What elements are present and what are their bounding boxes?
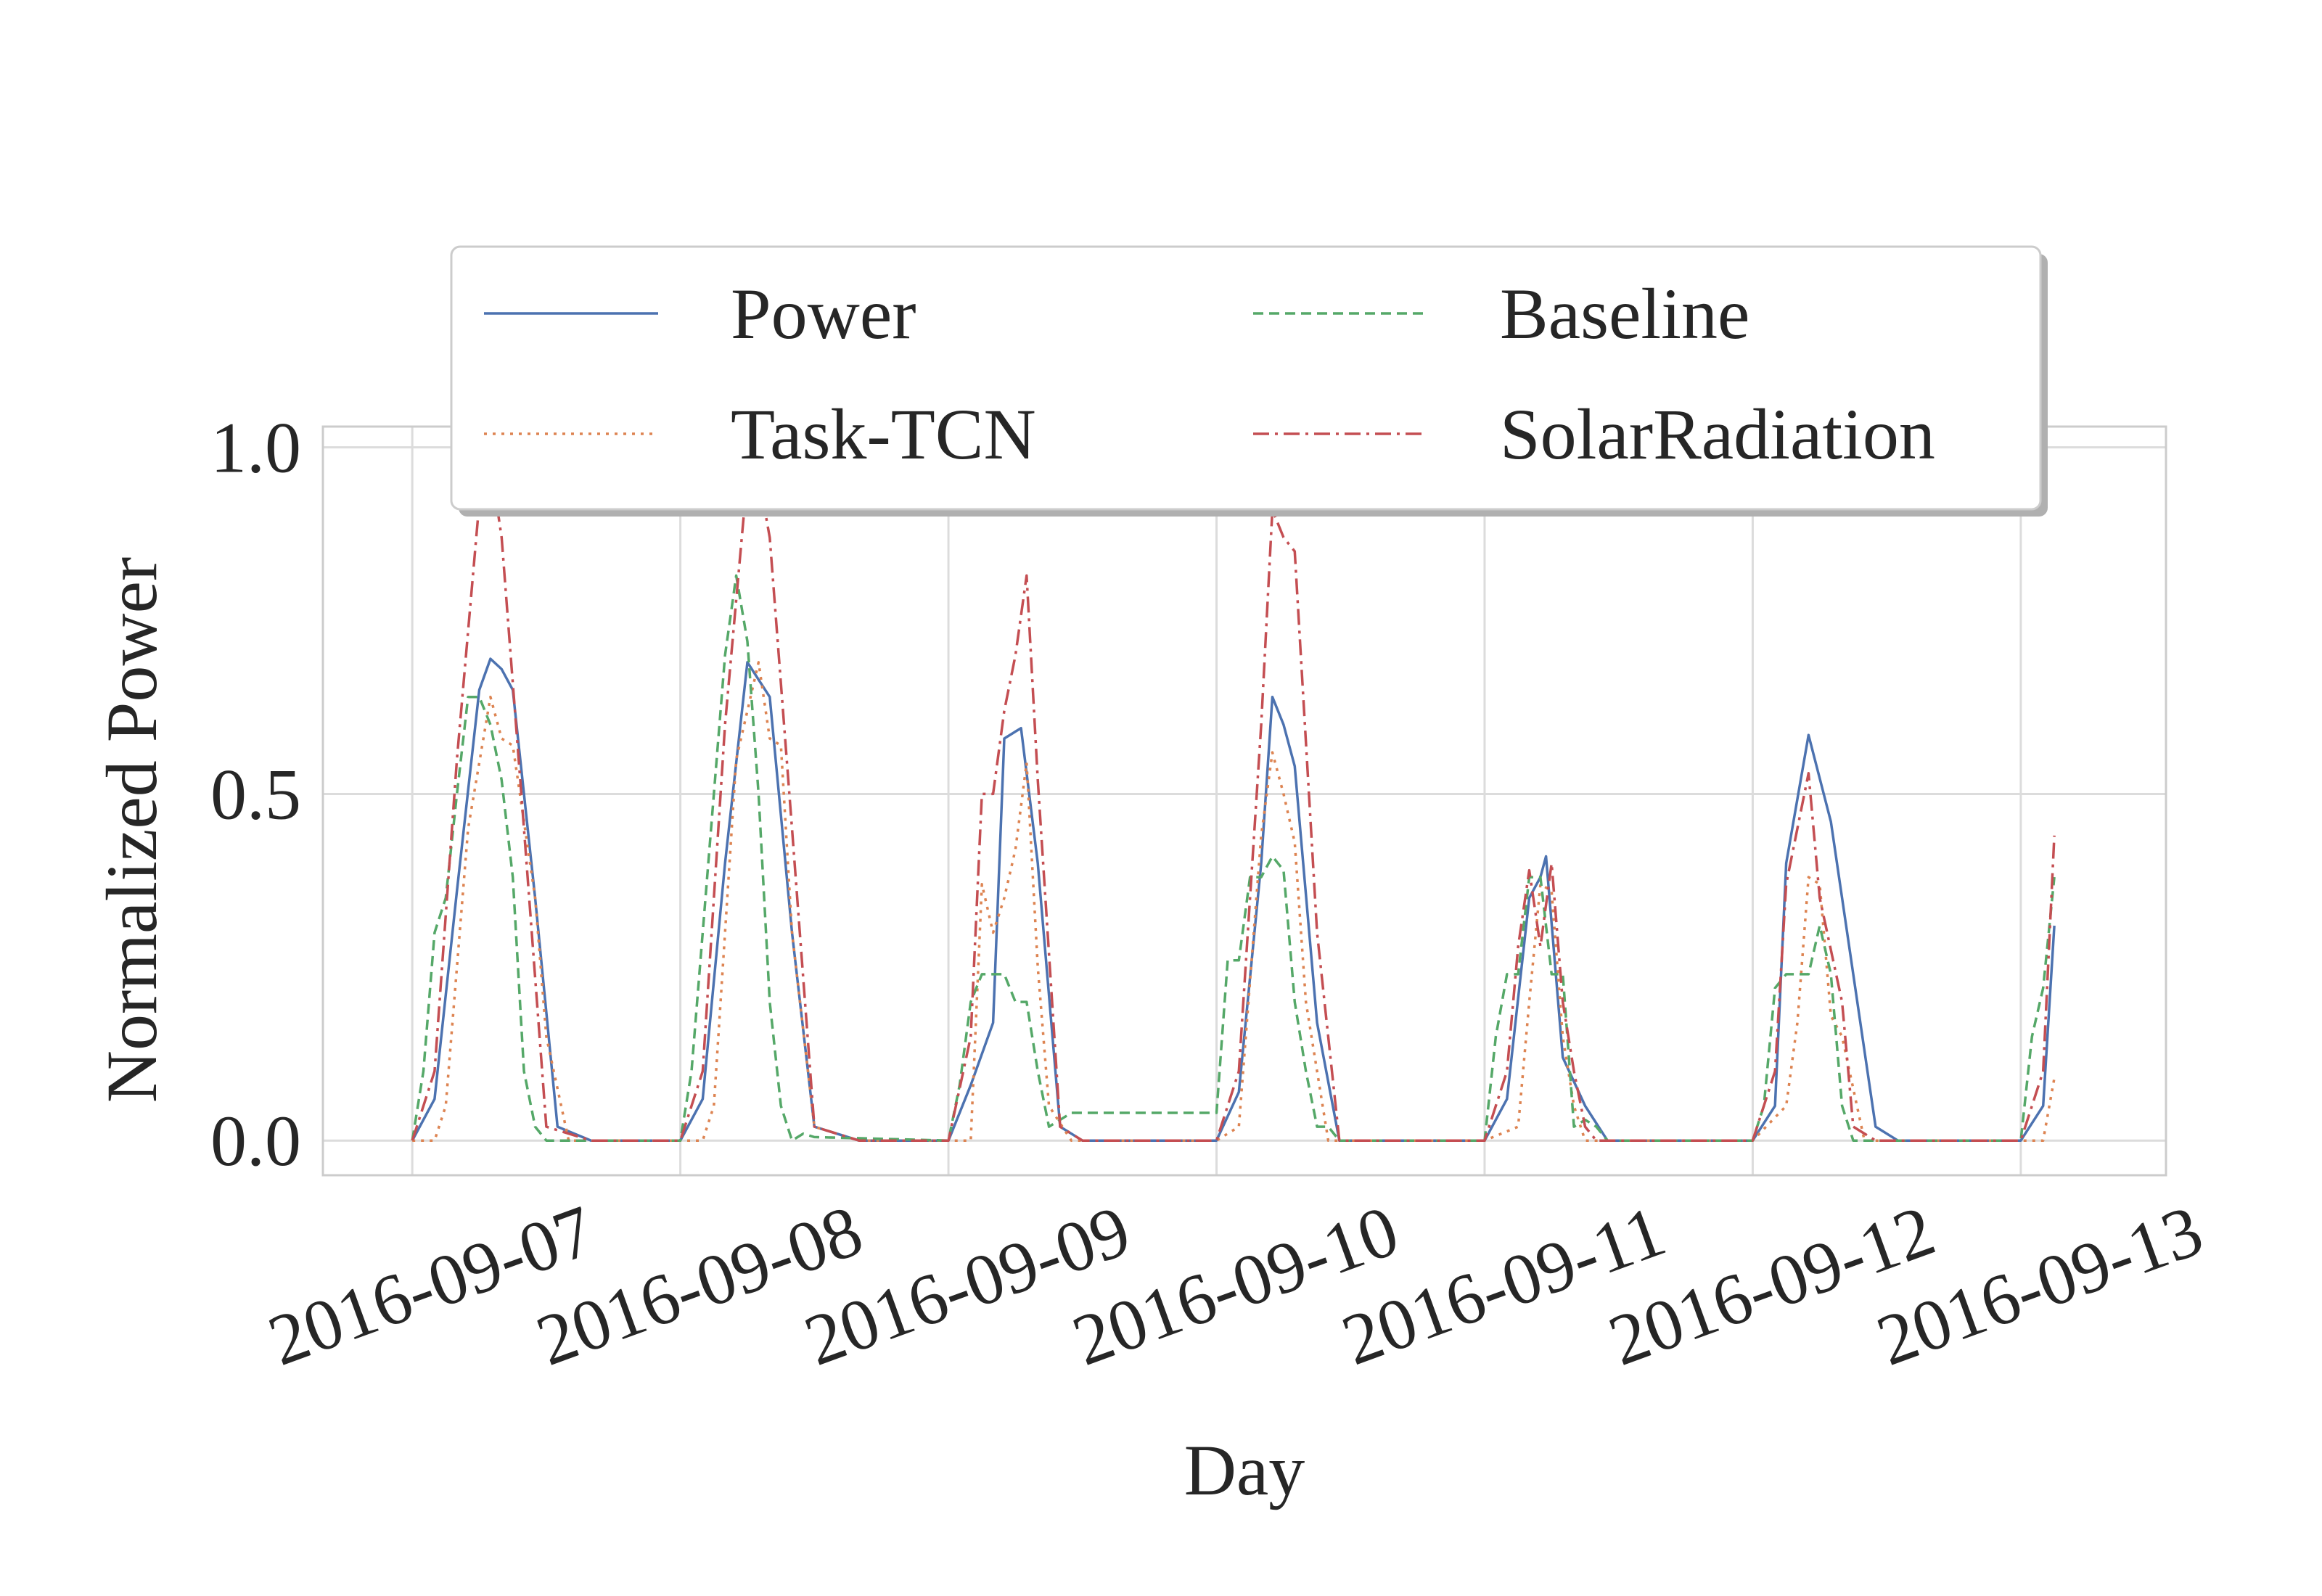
legend-label: Task-TCN: [731, 394, 1036, 474]
series-line-baseline: [411, 574, 2056, 1142]
series-layer: [411, 460, 2056, 1142]
y-tick-labels: 0.0 0.5 1.0: [210, 408, 301, 1182]
y-tick-label: 0.5: [210, 754, 301, 834]
legend-box: [450, 245, 2042, 511]
y-tick-label: 1.0: [210, 408, 301, 488]
legend-label: SolarRadiation: [1500, 394, 1935, 474]
legend-label: Baseline: [1500, 273, 1749, 354]
legend-items: Power Task-TCN Baseline SolarRadiation: [484, 273, 1935, 474]
y-axis-title: Normalized Power: [91, 557, 172, 1103]
legend-label: Power: [731, 273, 916, 354]
y-tick-label: 0.0: [210, 1101, 301, 1181]
x-axis-title: Day: [1184, 1430, 1305, 1510]
legend: Power Task-TCN Baseline SolarRadiation: [450, 245, 2048, 517]
